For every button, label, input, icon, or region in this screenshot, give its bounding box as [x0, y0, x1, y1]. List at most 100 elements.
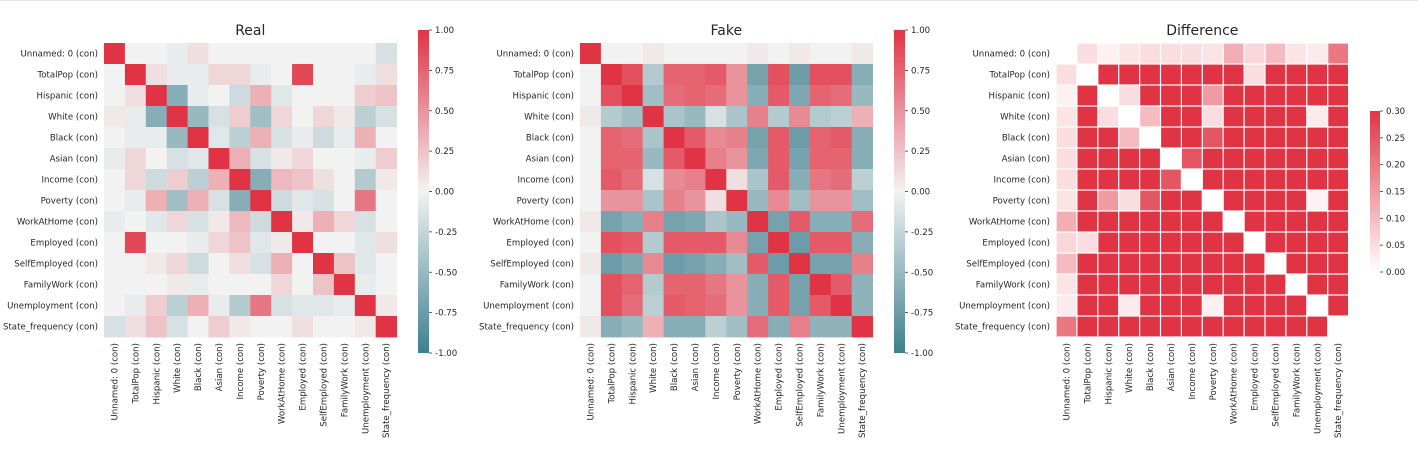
heatmap-cell: [166, 232, 188, 254]
heatmap-cell: [768, 232, 790, 254]
heatmap-cell: [145, 274, 168, 296]
heatmap-cell: [830, 106, 853, 128]
heatmap-cell: [830, 43, 853, 65]
heatmap-cell: [1202, 274, 1223, 295]
heatmap-cell: [809, 232, 832, 254]
heatmap-cell: [124, 316, 147, 338]
heatmap-cell: [705, 211, 727, 233]
heatmap-cell: [684, 43, 706, 65]
heatmap-cell: [1182, 43, 1202, 64]
heatmap-cell: [1265, 127, 1286, 148]
heatmap-cell: [768, 211, 790, 233]
heatmap-cell: [1056, 43, 1077, 64]
heatmap-cell: [726, 106, 748, 128]
column-tick-label: Asian (con): [691, 343, 701, 391]
heatmap-cell: [1265, 106, 1286, 127]
row-tick-label: State_frequency (con): [3, 323, 98, 333]
heatmap-real: Real Unnamed: 0 (con) TotalPop (con) Hispan…: [3, 23, 457, 438]
heatmap-cell: [145, 64, 168, 86]
heatmap-cell: [1223, 127, 1244, 148]
heatmap-cell: [229, 64, 251, 86]
heatmap-cell: [145, 316, 168, 338]
colorbar-tick-label: 0.00: [911, 188, 930, 198]
heatmap-cell: [104, 43, 126, 65]
heatmap-cell: [375, 316, 397, 338]
heatmap-cell: [124, 106, 147, 128]
row-tick-label: TotalPop (con): [988, 71, 1050, 81]
heatmap-cell: [1244, 169, 1265, 190]
colorbar-tick-label: -0.50: [911, 268, 933, 278]
heatmap-cell: [580, 232, 602, 254]
heatmap-cell: [684, 232, 706, 254]
heatmap-cell: [1307, 148, 1328, 169]
heatmap-cell: [375, 106, 397, 128]
heatmap-cell: [271, 127, 293, 149]
heatmap-cell: [809, 316, 832, 338]
heatmap-cell: [1223, 295, 1244, 316]
row-tick-label: FamilyWork (con): [500, 281, 574, 291]
heatmap-cell: [580, 64, 602, 86]
colorbar-tick-label: 0.25: [1386, 134, 1405, 144]
heatmap-cell: [313, 64, 335, 86]
heatmap-cell: [705, 85, 727, 107]
row-tick-label: Employed (con): [506, 239, 574, 249]
heatmap-cell: [642, 274, 664, 296]
heatmap-cell: [1202, 85, 1223, 106]
heatmap-cell: [187, 64, 209, 86]
column-tick-label: Unemployment (con): [1313, 343, 1323, 434]
heatmap-cell: [1161, 316, 1181, 337]
heatmap-cell: [229, 253, 251, 275]
heatmap-cell: [621, 85, 644, 107]
heatmap-cell: [726, 169, 748, 191]
heatmap-cell: [145, 190, 168, 212]
heatmap-cell: [333, 127, 356, 149]
heatmap-cell: [1098, 43, 1119, 64]
heatmap-cell: [851, 85, 873, 107]
heatmap-cell: [1161, 253, 1181, 274]
heatmap-cell: [1182, 274, 1202, 295]
heatmap-cell: [124, 295, 147, 317]
heatmap-cell: [292, 64, 314, 86]
heatmap-cell: [705, 190, 727, 212]
row-tick-label: FamilyWork (con): [24, 281, 98, 291]
heatmap-cell: [642, 169, 664, 191]
heatmap-cell: [684, 127, 706, 149]
heatmap-cell: [1265, 211, 1286, 232]
heatmap-cell: [768, 274, 790, 296]
heatmap-cell: [726, 253, 748, 275]
heatmap-cell: [1140, 232, 1160, 253]
heatmap-cell: [124, 127, 147, 149]
heatmap-cell: [768, 85, 790, 107]
heatmap-cell: [166, 43, 188, 65]
heatmap-cell: [166, 169, 188, 191]
heatmap-cell: [229, 190, 251, 212]
heatmap-cell: [166, 85, 188, 107]
heatmap-cell: [1140, 295, 1160, 316]
heatmap-cell: [1265, 169, 1286, 190]
heatmap-cell: [621, 43, 644, 65]
row-tick-label: Poverty (con): [41, 197, 98, 207]
heatmap-cell: [1182, 253, 1202, 274]
column-tick-label: White (con): [1125, 343, 1135, 393]
heatmap-cell: [1286, 211, 1307, 232]
heatmap-cell: [1056, 85, 1077, 106]
heatmap-cell: [375, 169, 397, 191]
heatmap-cell: [1119, 43, 1139, 64]
heatmap-cell: [313, 169, 335, 191]
heatmap-cell: [124, 232, 147, 254]
heatmap-cell: [789, 127, 811, 149]
column-tick-label: Poverty (con): [1209, 343, 1219, 400]
heatmap-cell: [600, 274, 623, 296]
heatmap-cell: [830, 253, 853, 275]
heatmap-cell: [313, 232, 335, 254]
heatmap-cell: [1140, 316, 1160, 337]
row-tick-label: Asian (con): [50, 155, 98, 165]
heatmap-cell: [1140, 169, 1160, 190]
colorbar: [418, 30, 429, 353]
row-tick-label: Income (con): [994, 176, 1051, 186]
heatmap-cell: [208, 295, 230, 317]
heatmap-cell: [580, 211, 602, 233]
heatmap-cell: [250, 253, 272, 275]
heatmap-cell: [684, 169, 706, 191]
heatmap-cell: [1244, 43, 1265, 64]
